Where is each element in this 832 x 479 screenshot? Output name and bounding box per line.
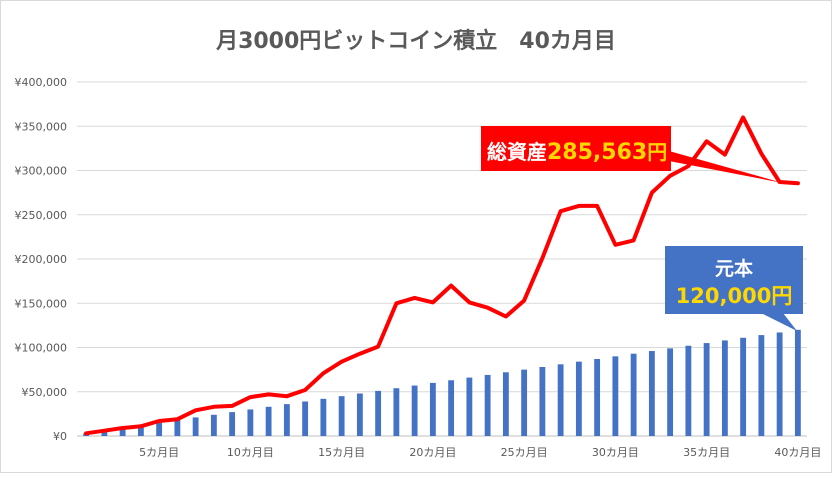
principal-bar [484, 374, 491, 436]
x-tick-label: 35カ月目 [683, 446, 730, 459]
principal-bar [685, 345, 692, 436]
total-callout-box [481, 126, 671, 171]
y-tick-label: ¥200,000 [15, 253, 68, 266]
principal-callout: 元本 120,000円 [665, 246, 803, 331]
principal-bar [648, 351, 655, 436]
principal-bar [247, 409, 254, 436]
principal-bar [448, 380, 455, 436]
principal-callout-box [665, 246, 803, 314]
total-assets-callout: 総資産285,563円 [481, 126, 783, 183]
total-label: 総資産 [487, 140, 547, 164]
y-tick-label: ¥300,000 [15, 165, 68, 178]
principal-bar [557, 364, 564, 436]
y-tick-label: ¥150,000 [15, 297, 68, 310]
principal-bar [156, 422, 163, 436]
x-tick-label: 5カ月目 [139, 446, 179, 459]
principal-bar [210, 414, 217, 436]
principal-bar [320, 398, 327, 436]
total-assets-line [84, 115, 800, 436]
principal-unit: 円 [771, 284, 792, 308]
principal-bar [630, 353, 637, 436]
y-tick-label: ¥350,000 [15, 120, 68, 133]
principal-bar [575, 361, 582, 436]
principal-amount: 120,000円 [676, 284, 793, 308]
y-tick-label: ¥400,000 [15, 76, 68, 89]
total-unit: 円 [647, 140, 667, 164]
principal-bar [338, 396, 345, 436]
principal-bar [411, 385, 418, 436]
y-axis: ¥0 ¥50,000 ¥100,000 ¥150,000 ¥200,000 ¥250,00… [15, 76, 68, 443]
principal-bars [83, 329, 801, 436]
x-tick-label: 15カ月目 [318, 446, 365, 459]
x-axis: 5カ月目 10カ月目 15カ月目 20カ月目 25カ月目 30カ月目 35カ月目 40カ月目 [139, 446, 821, 459]
total-value: 285,563 [547, 140, 647, 165]
principal-bar [539, 366, 546, 436]
principal-label: 元本 [715, 257, 753, 280]
chart-title: 月3000円ビットコイン積立 40カ月目 [215, 28, 616, 54]
principal-bar [721, 340, 728, 436]
principal-callout-pointer [761, 313, 797, 331]
x-tick-label: 10カ月目 [227, 446, 274, 459]
principal-bar [667, 348, 674, 436]
x-tick-label: 40カ月目 [774, 446, 821, 459]
principal-bar [229, 412, 236, 436]
principal-bar [758, 335, 765, 436]
principal-bar [283, 404, 290, 436]
principal-value: 120,000 [676, 284, 772, 308]
principal-bar [429, 382, 436, 436]
y-tick-label: ¥0 [53, 430, 67, 443]
principal-bar [594, 359, 601, 436]
total-callout-pointer [669, 151, 783, 183]
x-tick-label: 30カ月目 [592, 446, 639, 459]
principal-bar [265, 406, 272, 436]
principal-bar [466, 377, 473, 436]
y-tick-label: ¥50,000 [22, 386, 68, 399]
principal-bar [740, 337, 747, 436]
principal-bar [375, 390, 382, 436]
x-tick-label: 20カ月目 [409, 446, 456, 459]
total-callout-text: 総資産285,563円 [487, 140, 667, 165]
principal-bar [776, 332, 783, 436]
principal-bar [612, 356, 619, 436]
gridlines [77, 81, 807, 437]
principal-bar [502, 372, 509, 436]
principal-bar [393, 388, 400, 436]
principal-bar [192, 417, 199, 436]
principal-bar [302, 401, 309, 436]
principal-bar [101, 430, 108, 436]
total-assets-line-group [84, 115, 800, 436]
y-tick-label: ¥100,000 [15, 342, 68, 355]
principal-bar [356, 393, 363, 436]
y-tick-label: ¥250,000 [15, 209, 68, 222]
principal-bar [174, 420, 181, 436]
x-tick-label: 25カ月目 [501, 446, 548, 459]
principal-bar [521, 369, 528, 436]
principal-bar [137, 425, 144, 436]
principal-bar [794, 329, 801, 436]
principal-bar [703, 343, 710, 436]
principal-bar [119, 428, 126, 436]
